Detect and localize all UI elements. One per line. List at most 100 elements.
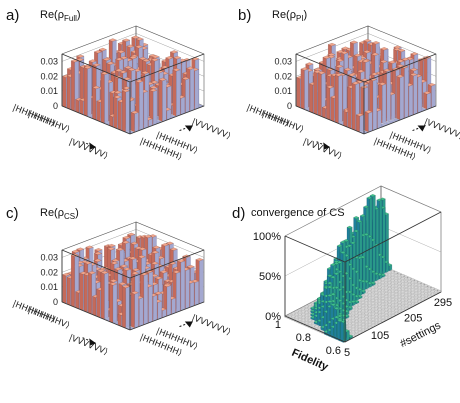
bar-top [380, 47, 389, 51]
bar-top [350, 309, 356, 313]
bar-top [106, 61, 115, 65]
bar-top [397, 48, 406, 53]
bar [396, 74, 405, 120]
bar-top [403, 281, 409, 285]
bar-side [180, 96, 185, 115]
z-tick-label: 0 [53, 297, 58, 307]
bar-top [393, 290, 400, 293]
bar-top [366, 307, 373, 310]
bar-top [396, 294, 403, 298]
bar-front [62, 76, 67, 108]
histogram-bar [393, 271, 399, 274]
bar-side [176, 69, 181, 117]
bar-top [369, 286, 376, 290]
bar-top [396, 275, 403, 279]
histogram-bar [426, 288, 433, 292]
bar-top [390, 298, 396, 301]
histogram-bar [423, 293, 429, 297]
histogram-bar [419, 292, 426, 295]
bar-top [409, 72, 418, 77]
histogram-bar [300, 306, 307, 310]
bar-top [379, 281, 386, 284]
bar-top [335, 64, 344, 68]
bar-top [303, 317, 310, 321]
histogram-bar [389, 275, 396, 279]
bar-top [376, 292, 383, 296]
bar-front [131, 292, 135, 329]
histogram-bar [393, 283, 399, 287]
bar-top [373, 287, 380, 291]
col-label: |VVVVVV⟩ [422, 117, 460, 142]
bar-side [180, 260, 185, 311]
bar-top [154, 291, 163, 295]
bar-top [363, 321, 370, 325]
bar-top [293, 313, 300, 317]
histogram-bar [409, 297, 416, 301]
histogram-bar [386, 277, 393, 281]
histogram-bar [399, 280, 406, 284]
bar-top [376, 198, 383, 202]
bar-top [94, 248, 103, 252]
histogram-bar [380, 297, 386, 300]
bar-top [129, 55, 138, 60]
bar-top [403, 291, 409, 295]
histogram-bar [390, 301, 396, 305]
histogram-bar [356, 315, 363, 319]
bar-side [382, 256, 386, 275]
histogram-bar [416, 290, 423, 294]
bar-side [143, 273, 148, 325]
bar-top [380, 293, 386, 297]
histogram-bar [413, 279, 419, 283]
bar-top [144, 234, 153, 239]
bar-top [330, 275, 337, 279]
axes-front [61, 53, 205, 135]
bar-side [143, 91, 148, 129]
bar-top [350, 322, 357, 325]
bar-front [109, 283, 114, 323]
bar-top [327, 294, 333, 297]
histogram-bar [306, 319, 313, 322]
bar-top [386, 306, 393, 310]
fidelity-tick-label: 0.8 [296, 332, 311, 344]
bar-top [360, 301, 366, 304]
histogram-bar [303, 314, 310, 318]
bar-side [379, 254, 383, 277]
bar-top [380, 309, 386, 313]
bar-top [353, 323, 360, 327]
bar-top [396, 74, 405, 78]
histogram-bar [360, 301, 366, 304]
bar-top [360, 313, 366, 317]
histogram-bar [360, 304, 366, 307]
bar-side [171, 297, 176, 315]
bar-top [393, 305, 400, 309]
bar-top [356, 321, 363, 325]
bar-side [194, 69, 199, 110]
col-arrow-head [184, 321, 193, 328]
bar-top [419, 292, 426, 295]
bar-top [138, 247, 147, 251]
row-arrow-head [323, 142, 331, 150]
bar-top [370, 311, 376, 315]
row-label: |VVVVVV⟩ [67, 333, 109, 358]
bar-top [149, 85, 158, 90]
bar-top [307, 322, 313, 326]
histogram-bar [363, 302, 370, 306]
histogram-bar [379, 284, 386, 288]
grid-line [284, 185, 442, 237]
histogram-bar [406, 286, 413, 290]
bar-top [353, 216, 360, 219]
histogram-bar [386, 271, 393, 275]
bar-top [138, 56, 147, 61]
bar-top [356, 219, 363, 223]
bar-front [122, 286, 126, 329]
bar-top [380, 297, 386, 300]
histogram-bar [396, 297, 403, 301]
bar-side [368, 111, 373, 133]
histogram-bar [383, 314, 390, 318]
histogram-bar [390, 310, 396, 314]
bar-top [363, 308, 370, 312]
histogram-bar [413, 282, 419, 286]
bar-top [409, 297, 416, 301]
panel-d: d) convergence of CS 0% 50% 100% 1 0.8 0.6Fid… [232, 185, 452, 374]
bar-top [389, 291, 396, 295]
